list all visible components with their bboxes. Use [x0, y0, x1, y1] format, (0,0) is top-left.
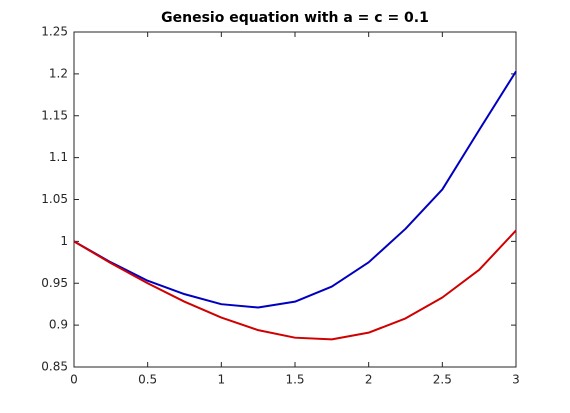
- line-series: [73, 229, 517, 341]
- x-tick-label: 0.5: [138, 373, 157, 387]
- y-tick-label: 0.9: [49, 318, 68, 332]
- x-tick-label: 0: [70, 373, 78, 387]
- y-tick-label: 1: [60, 234, 68, 248]
- line-series: [73, 70, 517, 309]
- chart-title: Genesio equation with a = c = 0.1: [161, 10, 429, 26]
- y-tick-label: 1.25: [41, 25, 68, 39]
- x-tick-label: 1.5: [285, 373, 304, 387]
- y-tick-label: 1.05: [41, 192, 68, 206]
- plot-area: [73, 31, 517, 368]
- y-tick-label: 0.95: [41, 276, 68, 290]
- y-tick-label: 1.15: [41, 108, 68, 122]
- y-tick-label: 1.2: [49, 66, 68, 80]
- y-tick-label: 0.85: [41, 360, 68, 374]
- x-tick-label: 2: [365, 373, 373, 387]
- x-tick-label: 2.5: [433, 373, 452, 387]
- y-tick-label: 1.1: [49, 150, 68, 164]
- x-tick-label: 1: [218, 373, 226, 387]
- x-tick-label: 3: [512, 373, 520, 387]
